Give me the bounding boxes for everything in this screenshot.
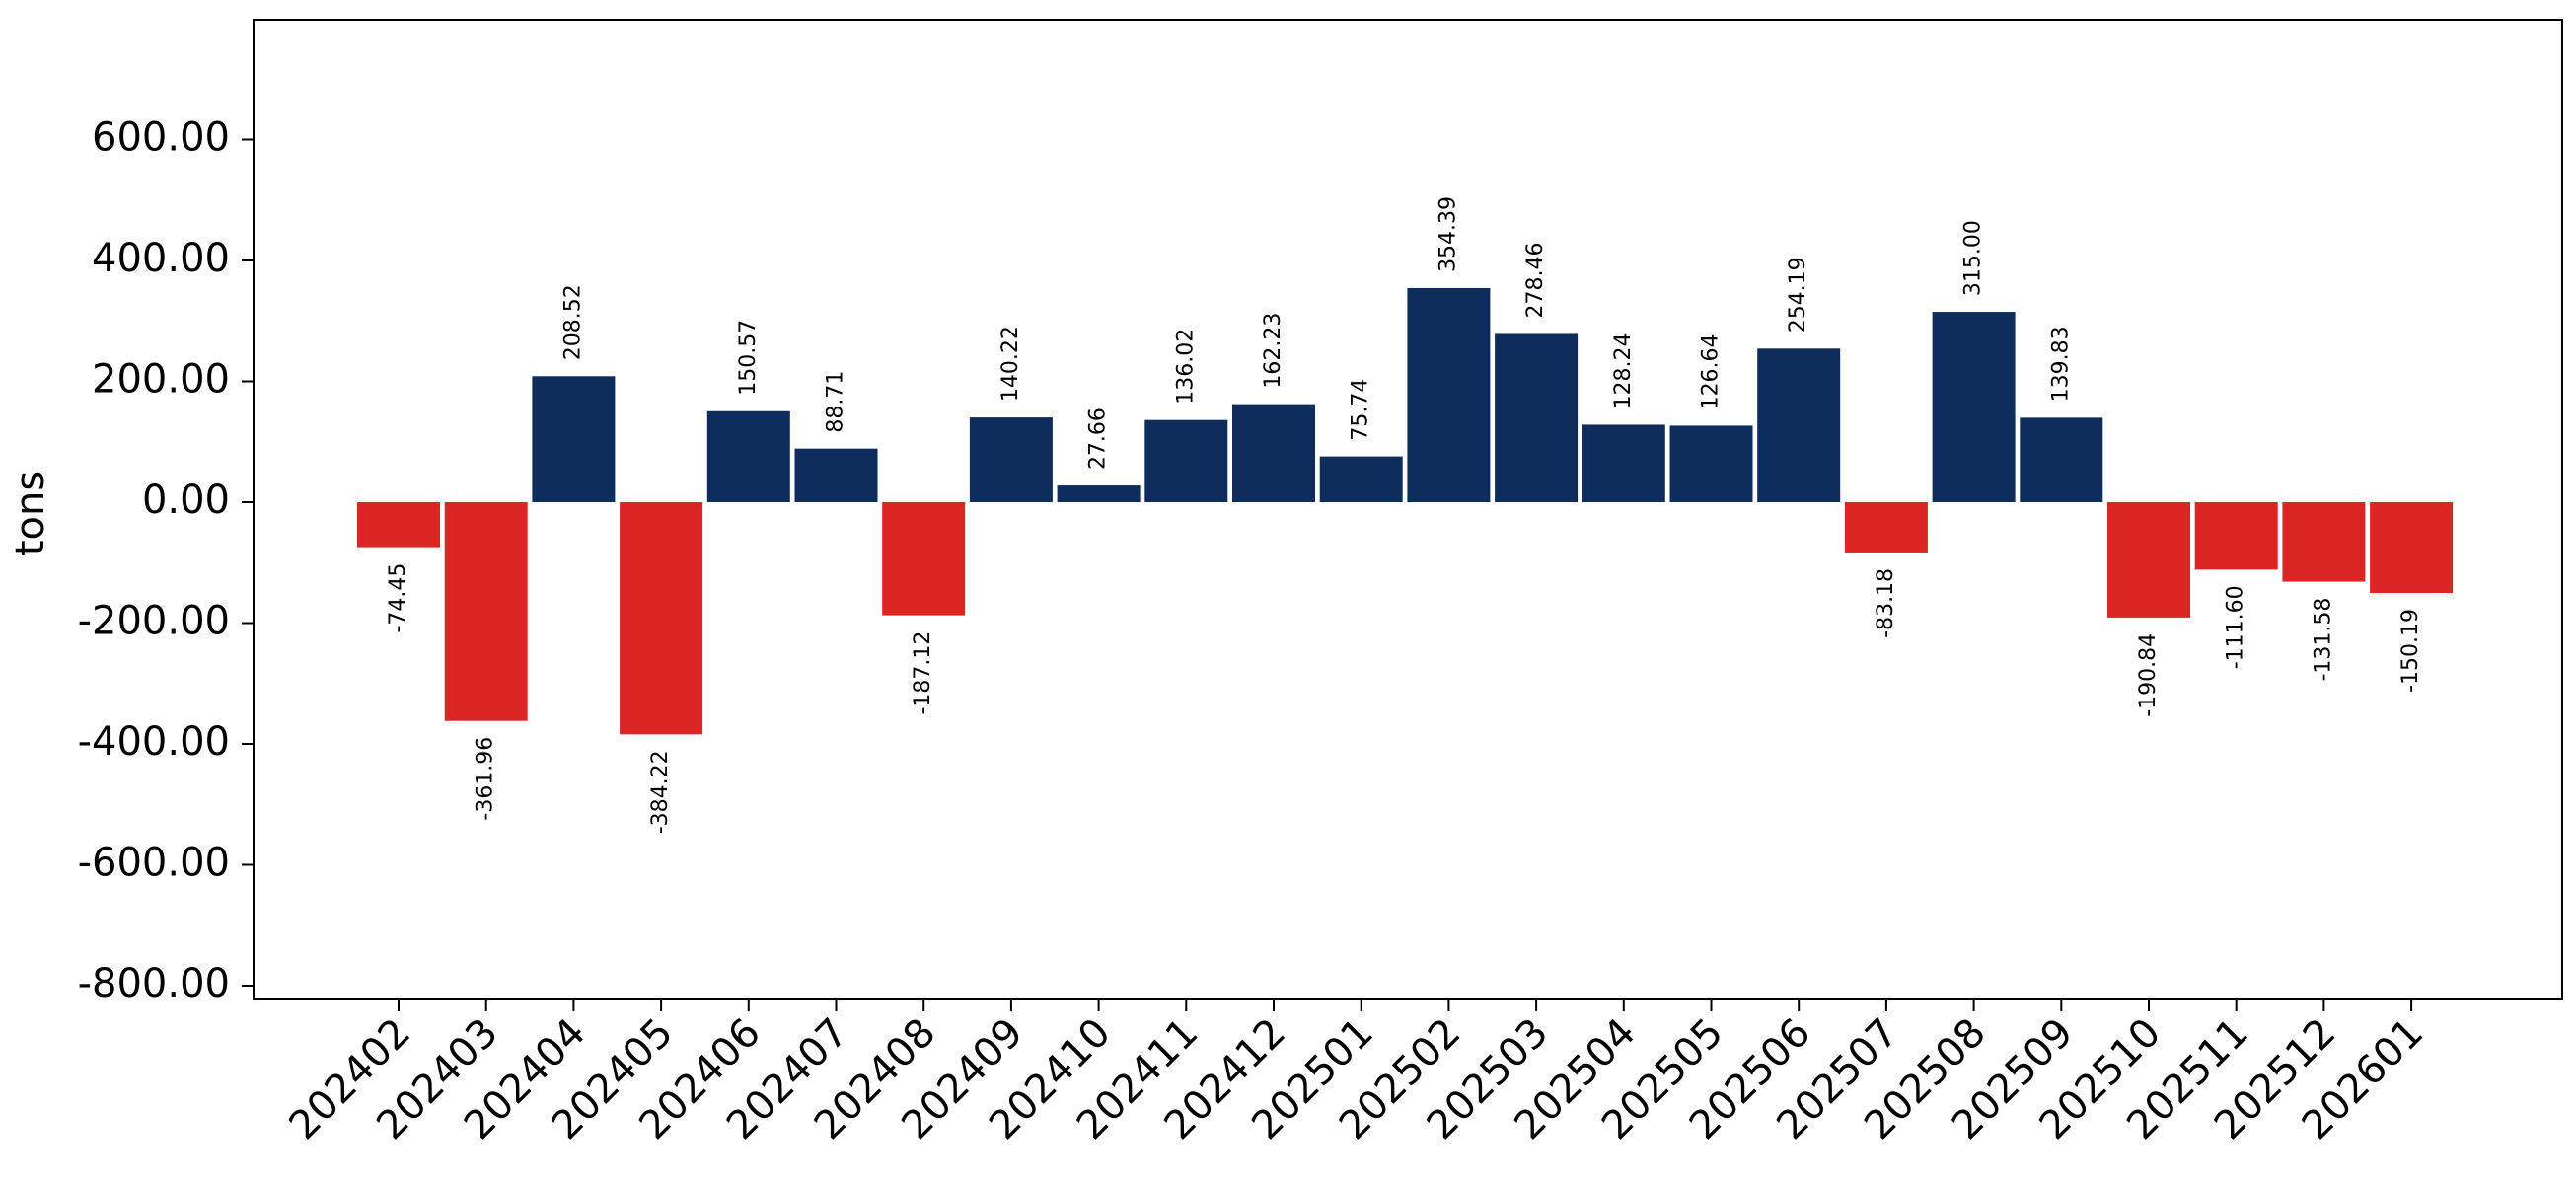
data-label: -83.18	[1874, 568, 1898, 638]
data-labels-group: -74.45 -361.96 208.52 -384.22 150.57 88.71 -18…	[386, 196, 2423, 834]
y-tick-label: 600.00	[92, 115, 230, 161]
data-label: 75.74	[1349, 379, 1373, 441]
bar	[706, 410, 790, 502]
data-label: -111.60	[2224, 585, 2248, 669]
y-tick-label: -400.00	[78, 719, 230, 765]
bar	[2020, 417, 2103, 502]
data-label: 208.52	[560, 284, 585, 360]
data-label: -190.84	[2136, 633, 2161, 717]
y-tick-label: -800.00	[78, 961, 230, 1006]
y-tick-label: -600.00	[78, 841, 230, 886]
bar	[794, 448, 878, 502]
data-label: 315.00	[1961, 220, 1986, 296]
data-label: -384.22	[648, 750, 673, 834]
y-tick-label: 200.00	[92, 357, 230, 403]
data-label: -74.45	[386, 563, 410, 633]
bar	[357, 502, 440, 548]
data-label: 354.39	[1435, 196, 1460, 272]
data-label: 136.02	[1173, 329, 1198, 405]
bar	[1495, 333, 1579, 502]
bar	[1669, 425, 1753, 502]
data-label: -361.96	[474, 737, 498, 821]
bar	[1232, 404, 1315, 502]
bar	[1319, 456, 1403, 502]
y-tick-label: 0.00	[142, 478, 230, 523]
bar	[2282, 502, 2366, 582]
data-label: 88.71	[824, 371, 848, 433]
data-label: 254.19	[1786, 257, 1810, 333]
y-tick-label: 400.00	[92, 236, 230, 281]
bar	[620, 502, 703, 735]
data-label: -187.12	[911, 631, 935, 715]
data-label: -150.19	[2398, 609, 2423, 693]
bar	[444, 502, 528, 721]
y-axis-label: tons	[8, 471, 53, 555]
bar	[882, 502, 966, 616]
bar	[1144, 419, 1228, 502]
bar	[969, 417, 1053, 502]
data-label: 140.22	[998, 326, 1023, 402]
data-label: -131.58	[2311, 598, 2335, 682]
data-label: 162.23	[1261, 313, 1286, 389]
bar	[2107, 502, 2190, 618]
bar	[1844, 502, 1928, 553]
data-label: 150.57	[736, 320, 761, 396]
y-axis: -800.00 -600.00 -400.00 -200.00 0.00 200.00 40…	[78, 115, 254, 1006]
bar	[2194, 502, 2278, 570]
data-label: 126.64	[1699, 333, 1724, 409]
data-label: 139.83	[2048, 326, 2073, 402]
bar	[1757, 348, 1841, 502]
bar	[2370, 502, 2454, 593]
data-label: 278.46	[1523, 242, 1548, 318]
bar	[1932, 312, 2016, 502]
plot-frame	[253, 19, 2563, 1000]
bar	[1057, 485, 1141, 502]
bars-group	[357, 287, 2454, 735]
bar	[1407, 287, 1491, 502]
data-label: 128.24	[1611, 333, 1636, 408]
bar	[532, 376, 616, 502]
bar	[1582, 424, 1665, 502]
data-label: 27.66	[1086, 407, 1111, 470]
y-tick-label: -200.00	[78, 599, 230, 644]
